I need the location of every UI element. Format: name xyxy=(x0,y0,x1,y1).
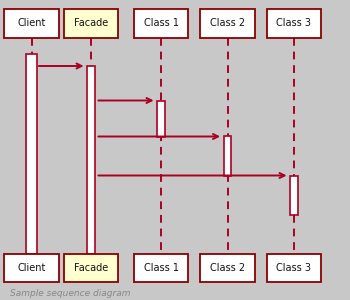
Text: Class 2: Class 2 xyxy=(210,263,245,273)
Text: Client: Client xyxy=(17,263,46,273)
Bar xyxy=(134,254,188,282)
Text: Facade: Facade xyxy=(74,263,108,273)
Bar xyxy=(224,136,231,176)
Bar xyxy=(87,66,95,254)
Bar xyxy=(200,254,255,282)
Bar xyxy=(26,54,37,254)
Text: Class 3: Class 3 xyxy=(276,18,312,28)
Text: Client: Client xyxy=(17,18,46,28)
Text: Class 3: Class 3 xyxy=(276,263,312,273)
Bar xyxy=(200,9,255,38)
Bar xyxy=(267,254,321,282)
Text: Sample sequence diagram: Sample sequence diagram xyxy=(10,290,131,298)
Bar xyxy=(4,9,58,38)
Bar xyxy=(64,9,118,38)
Bar xyxy=(64,254,118,282)
Bar xyxy=(157,100,165,136)
Text: Class 2: Class 2 xyxy=(210,18,245,28)
Bar xyxy=(290,176,298,214)
Bar xyxy=(267,9,321,38)
Text: Class 1: Class 1 xyxy=(144,18,178,28)
Text: Class 1: Class 1 xyxy=(144,263,178,273)
Bar xyxy=(4,254,58,282)
Bar xyxy=(134,9,188,38)
Text: Facade: Facade xyxy=(74,18,108,28)
